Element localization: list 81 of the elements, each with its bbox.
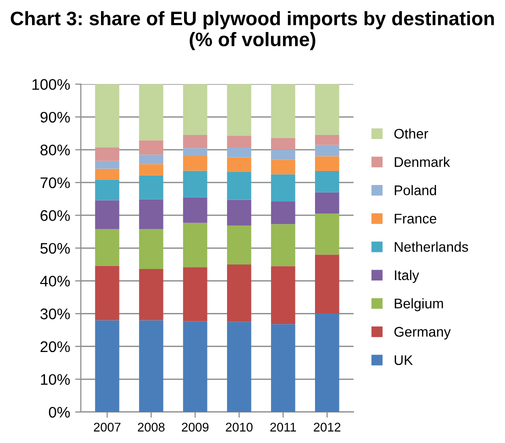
bar [271, 138, 296, 150]
bar [183, 170, 208, 198]
bar [227, 264, 252, 322]
bar [315, 84, 340, 135]
x-tick-label: 2009 [182, 422, 208, 432]
bar [271, 224, 296, 266]
bar [183, 156, 208, 171]
bar [139, 175, 164, 200]
bar [271, 202, 296, 224]
bar [95, 168, 120, 180]
legend-label: Other [394, 128, 428, 139]
legend-label: Germany [394, 326, 451, 340]
y-tick-label: 30% [40, 308, 70, 320]
bar [315, 134, 340, 145]
bar [139, 320, 164, 412]
bar [139, 140, 164, 155]
bar [183, 134, 208, 148]
bar [315, 214, 340, 255]
y-tick-label: 10% [40, 374, 70, 385]
bar [183, 197, 208, 223]
bar [183, 321, 208, 412]
bar [95, 180, 120, 200]
bar [315, 314, 340, 412]
legend-label: Poland [394, 185, 436, 196]
y-tick-label: 90% [40, 112, 70, 123]
bar [315, 156, 340, 172]
bar [227, 136, 252, 148]
x-tick-label: 2008 [138, 422, 165, 432]
bar [271, 150, 296, 160]
bar [271, 324, 296, 412]
bar [315, 192, 340, 214]
bar [315, 144, 340, 156]
x-tick-label: 2011 [270, 422, 296, 432]
legend-label: Netherlands [394, 242, 468, 252]
x-tick-label: 2010 [226, 422, 253, 432]
y-tick-label: 60% [40, 210, 70, 221]
y-tick-label: 40% [40, 276, 70, 287]
legend-label: UK [394, 355, 413, 366]
bar [139, 154, 164, 164]
bar [95, 200, 120, 230]
bar [139, 269, 164, 320]
y-tick-label: 50% [40, 242, 70, 254]
bar [315, 171, 340, 192]
bar [227, 147, 252, 158]
y-tick-label: 0% [48, 406, 70, 418]
bar [227, 225, 252, 264]
legend-label: Italy [394, 270, 420, 283]
y-tick-label: 100% [32, 79, 70, 90]
legend-label: Denmark [394, 156, 450, 167]
bar [139, 199, 164, 230]
bar [183, 267, 208, 322]
chart-title: Chart 3: share of EU plywood imports by destination (% of volume) [10, 11, 494, 50]
bar [271, 266, 296, 324]
bar [227, 84, 252, 136]
bar [139, 84, 164, 140]
bar [95, 147, 120, 161]
bar [227, 322, 252, 412]
bar [227, 200, 252, 226]
x-tick-label: 2007 [94, 422, 120, 432]
bar [95, 160, 120, 169]
bar [227, 172, 252, 200]
bar [95, 84, 120, 148]
bar [183, 222, 208, 268]
bar [139, 164, 164, 176]
bar [227, 157, 252, 172]
bar [95, 266, 120, 320]
bar [95, 320, 120, 412]
legend-label: Belgium [394, 298, 443, 312]
bar [271, 84, 296, 138]
bar [95, 229, 120, 266]
bar [271, 174, 296, 202]
y-tick-label: 80% [40, 144, 70, 156]
bar [183, 84, 208, 135]
bar [139, 229, 164, 270]
legend-label: France [394, 214, 436, 224]
y-tick-label: 70% [40, 177, 70, 188]
x-tick-label: 2012 [314, 422, 340, 432]
y-tick-label: 20% [40, 341, 70, 352]
bar [315, 254, 340, 314]
bar [183, 148, 208, 156]
bar [271, 160, 296, 174]
